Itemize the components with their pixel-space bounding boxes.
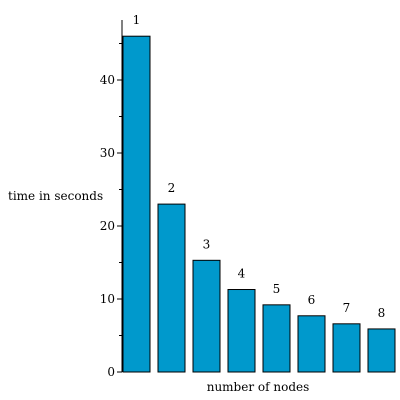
y-tick-label: 0 (107, 365, 115, 379)
data-label-6: 6 (308, 293, 316, 307)
bar-3 (192, 259, 221, 373)
x-axis-title: number of nodes (207, 380, 310, 394)
bars (122, 35, 396, 373)
y-axis-title: time in seconds (8, 189, 103, 203)
y-axis-ticks: 0 10 20 30 40 (100, 43, 122, 379)
data-label-2: 2 (168, 181, 176, 195)
bar-8 (367, 328, 396, 373)
bar-6 (297, 315, 326, 373)
bar-7 (332, 323, 361, 373)
y-tick-label: 40 (100, 73, 115, 87)
data-label-3: 3 (203, 237, 211, 251)
bar-1 (122, 35, 151, 373)
data-label-4: 4 (238, 267, 246, 281)
data-label-1: 1 (133, 13, 141, 27)
y-tick-label: 30 (100, 146, 115, 160)
bar-data-labels: 1 2 3 4 5 6 7 8 (133, 13, 386, 320)
y-tick-label: 10 (100, 292, 115, 306)
bar-5 (262, 304, 291, 373)
y-tick-label: 20 (100, 219, 115, 233)
bar-4 (227, 289, 256, 373)
data-label-5: 5 (273, 282, 281, 296)
bar-2 (157, 203, 186, 373)
data-label-8: 8 (378, 306, 386, 320)
data-label-7: 7 (343, 301, 351, 315)
